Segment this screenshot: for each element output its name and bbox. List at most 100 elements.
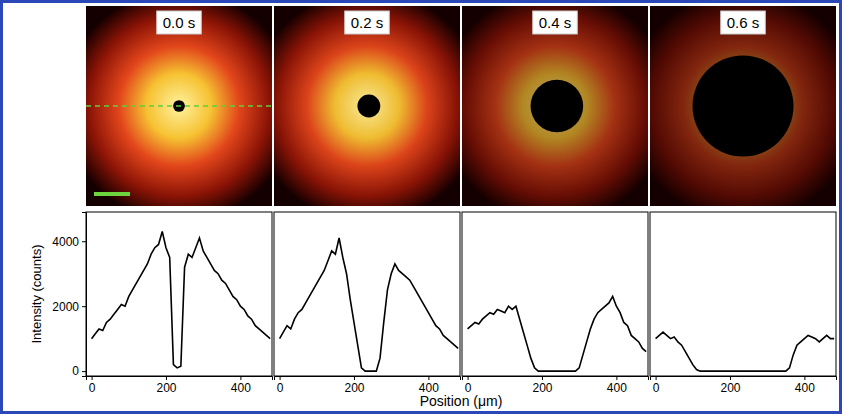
x-axis-line xyxy=(463,377,649,381)
y-tick-mark xyxy=(82,306,86,307)
x-tick: 200 xyxy=(720,376,740,395)
y-tick-label: 2000 xyxy=(52,300,79,314)
y-tick: 0 xyxy=(72,364,86,378)
x-tick: 0 xyxy=(277,376,284,395)
image-content xyxy=(86,6,272,206)
chart-panel: 0200400020004000 xyxy=(52,212,272,395)
y-axis-title: Intensity (counts) xyxy=(29,245,44,344)
image-content xyxy=(650,6,836,206)
dark-hole xyxy=(693,56,794,157)
x-tick-label: 400 xyxy=(419,381,439,395)
x-tick: 400 xyxy=(231,376,251,395)
x-tick-label: 200 xyxy=(344,381,364,395)
x-tick-label: 400 xyxy=(795,381,815,395)
x-tick-label: 200 xyxy=(720,381,740,395)
plot-area xyxy=(280,238,459,371)
time-label: 0.4 s xyxy=(539,14,572,31)
x-axis-line xyxy=(275,377,461,381)
chart-panel: 0 200 400 xyxy=(274,212,461,395)
x-axis: 0 200 400 xyxy=(651,376,837,395)
x-tick-label: 200 xyxy=(156,381,176,395)
plot-frame xyxy=(650,212,836,376)
x-axis: 0 200 400 xyxy=(275,376,461,395)
time-label-box: 0.4 s xyxy=(533,11,578,34)
fluorescence-glow xyxy=(274,6,460,206)
x-tick-mark xyxy=(542,376,543,380)
image-content xyxy=(274,6,460,206)
x-tick-label: 200 xyxy=(532,381,552,395)
time-label-box: 0.2 s xyxy=(345,11,390,34)
x-tick: 0 xyxy=(89,376,96,395)
time-label: 0.0 s xyxy=(163,14,196,31)
plot-area xyxy=(92,231,271,367)
x-tick-label: 400 xyxy=(607,381,627,395)
x-tick-mark xyxy=(280,376,281,380)
y-tick: 2000 xyxy=(52,300,86,314)
figure: 0.0 s0200400020004000Intensity (counts)P… xyxy=(0,0,842,414)
time-label: 0.6 s xyxy=(727,14,760,31)
x-tick-label: 0 xyxy=(653,381,660,395)
y-tick-mark xyxy=(82,371,86,372)
intensity-line xyxy=(280,238,459,371)
image-panel: 0.2 s xyxy=(252,0,483,221)
x-tick-mark xyxy=(354,376,355,380)
x-tick: 200 xyxy=(344,376,364,395)
x-tick: 0 xyxy=(653,376,660,395)
scale-bar xyxy=(94,192,130,196)
x-tick-mark xyxy=(730,376,731,380)
y-tick-label: 0 xyxy=(72,364,79,378)
chart-panel: 0 200 400 xyxy=(462,212,649,395)
x-axis-line xyxy=(87,377,273,381)
x-tick-mark xyxy=(240,376,241,380)
y-tick-label: 4000 xyxy=(52,235,79,249)
fluorescence-glow xyxy=(462,6,648,206)
x-tick-mark xyxy=(166,376,167,380)
x-axis: 0 200 400 xyxy=(463,376,649,395)
plot-frame xyxy=(86,212,272,376)
y-tick: 4000 xyxy=(52,235,86,249)
intensity-line xyxy=(656,332,835,371)
x-tick-label: 400 xyxy=(231,381,251,395)
plot-area xyxy=(468,296,647,371)
image-panel: 0.0 s xyxy=(64,0,295,221)
x-axis-line xyxy=(651,377,837,381)
x-tick-mark xyxy=(656,376,657,380)
y-tick-mark xyxy=(82,241,86,242)
x-tick-mark xyxy=(468,376,469,380)
chart-panel: 0 200 400 xyxy=(650,212,837,395)
x-tick-label: 0 xyxy=(89,381,96,395)
x-tick: 0 xyxy=(465,376,472,395)
image-panel: 0.4 s xyxy=(440,0,671,221)
time-label-background xyxy=(721,11,766,34)
plot-area xyxy=(656,332,835,371)
x-axis-title: Position (μm) xyxy=(420,393,503,409)
time-label-box: 0.0 s xyxy=(157,11,202,34)
x-axis: 0 200 400 xyxy=(87,376,273,395)
plot-frame xyxy=(462,212,648,376)
plot-frame xyxy=(274,212,460,376)
x-tick-mark xyxy=(616,376,617,380)
dark-hole xyxy=(357,95,380,118)
x-tick: 400 xyxy=(419,376,439,395)
time-label: 0.2 s xyxy=(351,14,384,31)
x-tick-label: 0 xyxy=(277,381,284,395)
intensity-line xyxy=(468,296,647,371)
x-tick-mark xyxy=(92,376,93,380)
y-axis-line xyxy=(82,213,87,377)
fluorescence-glow xyxy=(86,6,272,206)
image-panel: 0.6 s xyxy=(628,0,842,221)
time-label-background xyxy=(345,11,390,34)
y-axis: 0 2000 4000 xyxy=(52,213,86,379)
dark-hole xyxy=(531,80,584,133)
image-content xyxy=(462,6,648,206)
time-label-box: 0.6 s xyxy=(721,11,766,34)
fluorescence-glow xyxy=(650,6,836,206)
time-label-background xyxy=(533,11,578,34)
profile-line xyxy=(86,105,272,107)
x-tick-label: 0 xyxy=(465,381,472,395)
time-label-background xyxy=(157,11,202,34)
x-tick: 200 xyxy=(532,376,552,395)
x-tick: 400 xyxy=(607,376,627,395)
x-tick: 200 xyxy=(156,376,176,395)
x-tick-mark xyxy=(428,376,429,380)
